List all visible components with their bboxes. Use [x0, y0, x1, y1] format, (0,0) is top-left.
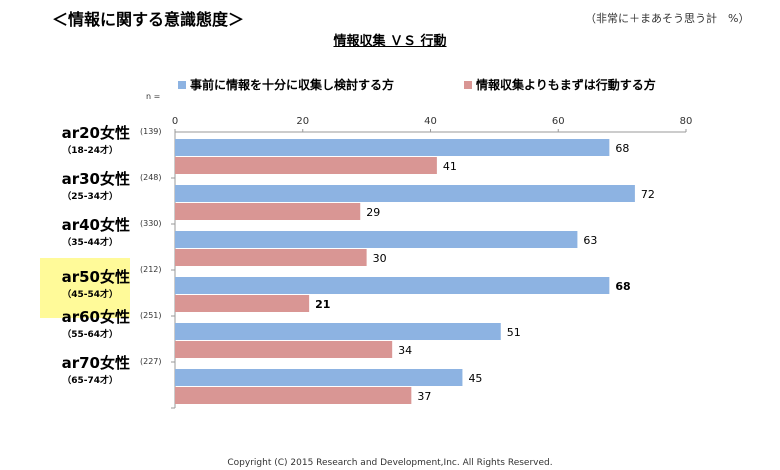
data-label: 29 — [366, 206, 380, 219]
data-label: 41 — [443, 160, 457, 173]
legend-swatch-blue — [178, 80, 186, 89]
sample-size: (330) — [140, 219, 162, 228]
sample-size: (139) — [140, 127, 162, 136]
bar-research — [175, 139, 610, 156]
x-tick-label: 40 — [424, 116, 437, 127]
copyright: Copyright (C) 2015 Research and Developm… — [227, 458, 553, 468]
data-label: 34 — [398, 344, 412, 357]
bar-research — [175, 277, 610, 294]
bar-action — [175, 157, 437, 174]
bar-action — [175, 249, 367, 266]
data-label: 72 — [641, 188, 655, 201]
category-label: ar60女性 （55-64才） — [40, 306, 130, 350]
sample-size: (227) — [140, 357, 162, 366]
bar-action — [175, 295, 310, 312]
unit-note: （非常に＋まあそう思う計 %） — [585, 12, 750, 25]
category-label: ar50女性 （45-54才） — [40, 258, 130, 318]
category-age: （18-24才） — [62, 146, 118, 156]
category-name: ar50女性 — [61, 268, 130, 286]
x-tick-label: 60 — [552, 116, 565, 127]
sample-size: (212) — [140, 265, 162, 274]
bar-research — [175, 185, 635, 202]
data-label: 30 — [373, 252, 387, 265]
x-tick-label: 20 — [296, 116, 309, 127]
bar-research — [175, 369, 463, 386]
data-label: 63 — [583, 234, 597, 247]
category-name: ar70女性 — [61, 354, 130, 372]
category-label: ar70女性 （65-74才） — [40, 352, 130, 396]
category-age: （55-64才） — [62, 330, 118, 340]
data-label: 51 — [507, 326, 521, 339]
data-label: 21 — [315, 298, 330, 311]
data-label: 45 — [468, 372, 482, 385]
legend-label: 情報収集よりもまずは行動する方 — [476, 78, 656, 92]
bar-action — [175, 387, 412, 404]
n-label: n = — [146, 92, 161, 101]
category-name: ar30女性 — [61, 170, 130, 188]
legend-item-1: 事前に情報を十分に収集し検討する方 — [178, 76, 394, 93]
bar-action — [175, 341, 393, 358]
data-label: 37 — [417, 390, 431, 403]
data-label: 68 — [615, 142, 629, 155]
category-label: ar20女性 （18-24才） — [40, 122, 130, 166]
bar-action — [175, 203, 361, 220]
legend-label: 事前に情報を十分に収集し検討する方 — [190, 78, 395, 92]
legend-swatch-red — [464, 80, 472, 89]
data-label: 68 — [615, 280, 630, 293]
category-age: （45-54才） — [62, 290, 118, 300]
legend-item-2: 情報収集よりもまずは行動する方 — [464, 76, 656, 93]
category-name: ar60女性 — [61, 308, 130, 326]
category-label: ar40女性 （35-44才） — [40, 214, 130, 258]
category-label: ar30女性 （25-34才） — [40, 168, 130, 212]
x-tick-label: 80 — [680, 116, 693, 127]
category-name: ar20女性 — [61, 124, 130, 142]
category-age: （65-74才） — [62, 376, 118, 386]
category-age: （25-34才） — [62, 192, 118, 202]
page-title: ＜情報に関する意識態度＞ — [52, 10, 245, 29]
chart-title: 情報収集 ＶＳ 行動 — [333, 34, 447, 49]
bar-research — [175, 231, 578, 248]
sample-size: (248) — [140, 173, 162, 182]
bar-research — [175, 323, 501, 340]
x-tick-label: 0 — [172, 116, 178, 127]
category-name: ar40女性 — [61, 216, 130, 234]
sample-size: (251) — [140, 311, 162, 320]
category-age: （35-44才） — [62, 238, 118, 248]
